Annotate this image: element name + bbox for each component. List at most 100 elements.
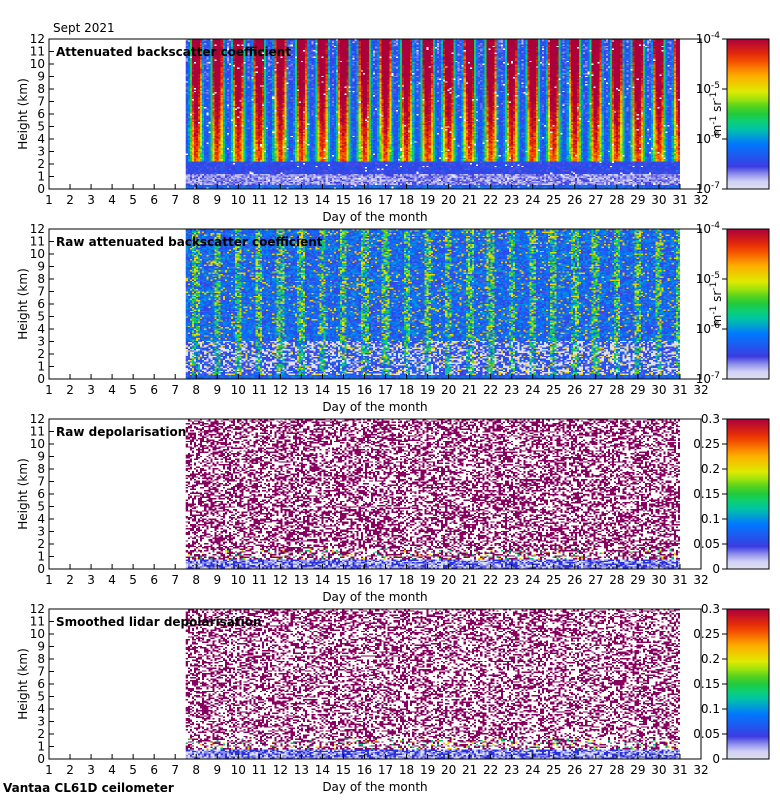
- x-tick-label: 22: [483, 193, 498, 207]
- x-tick-label: 23: [504, 763, 519, 777]
- x-tick-label: 8: [192, 193, 200, 207]
- colorbar-tick-label: 0.2: [701, 652, 720, 666]
- x-tick-label: 12: [273, 763, 288, 777]
- y-tick-label: 6: [37, 107, 45, 121]
- y-tick-label: 8: [37, 652, 45, 666]
- x-tick-label: 8: [192, 573, 200, 587]
- x-tick-label: 1: [45, 383, 53, 397]
- x-tick-label: 5: [129, 383, 137, 397]
- y-tick-label: 5: [37, 120, 45, 134]
- x-tick-label: 16: [357, 573, 372, 587]
- colorbar-unit-label: m-1 sr-1: [709, 282, 724, 327]
- x-tick-label: 30: [651, 573, 666, 587]
- x-tick-label: 7: [171, 763, 179, 777]
- y-tick-label: 4: [37, 322, 45, 336]
- x-tick-label: 12: [273, 383, 288, 397]
- y-tick-label: 10: [30, 57, 45, 71]
- x-axis-label: Day of the month: [322, 780, 427, 794]
- x-tick-label: 14: [315, 383, 330, 397]
- x-tick-label: 6: [150, 573, 158, 587]
- colorbar-tick-label: 0.15: [693, 487, 720, 501]
- x-tick-label: 6: [150, 763, 158, 777]
- x-tick-label: 4: [108, 383, 116, 397]
- x-tick-label: 13: [294, 383, 309, 397]
- y-tick-label: 12: [30, 602, 45, 616]
- x-tick-label: 3: [87, 383, 95, 397]
- chart-panel-3: 1 2 3 4 5 6 7 8 9 10 11 12 13 14 15 16 17 18 19 20 21 22 23 24 2…: [16, 412, 770, 604]
- x-tick-label: 13: [294, 763, 309, 777]
- x-tick-label: 5: [129, 573, 137, 587]
- colorbar-tick-label: 10-6: [696, 321, 721, 336]
- x-tick-label: 18: [399, 763, 414, 777]
- x-tick-label: 17: [378, 193, 393, 207]
- x-tick-label: 29: [630, 763, 645, 777]
- x-tick-label: 21: [462, 763, 477, 777]
- x-tick-label: 23: [504, 193, 519, 207]
- colorbar-tick-label: 0.15: [693, 677, 720, 691]
- y-tick-label: 6: [37, 677, 45, 691]
- x-tick-label: 7: [171, 383, 179, 397]
- chart-title: Smoothed lidar depolarisation: [56, 615, 262, 629]
- y-tick-label: 10: [30, 247, 45, 261]
- x-tick-label: 25: [546, 573, 561, 587]
- colorbar-tick-label: 10-6: [696, 131, 721, 146]
- colorbar-tick-label: 10-7: [696, 371, 720, 386]
- x-tick-label: 31: [672, 383, 687, 397]
- y-tick-label: 2: [37, 727, 45, 741]
- x-tick-label: 17: [378, 763, 393, 777]
- y-tick-label: 4: [37, 702, 45, 716]
- chart-title: Raw depolarisation: [56, 425, 186, 439]
- period-label: Sept 2021: [53, 21, 115, 35]
- y-tick-label: 11: [30, 425, 45, 439]
- colorbar-tick-label: 0.1: [701, 512, 720, 526]
- y-tick-label: 11: [30, 615, 45, 629]
- y-tick-label: 5: [37, 690, 45, 704]
- x-tick-label: 32: [693, 763, 708, 777]
- y-tick-label: 7: [37, 285, 45, 299]
- x-tick-label: 6: [150, 193, 158, 207]
- colorbar-tick-label: 10-4: [696, 31, 721, 46]
- y-tick-label: 12: [30, 222, 45, 236]
- y-tick-label: 8: [37, 82, 45, 96]
- x-tick-label: 1: [45, 573, 53, 587]
- x-tick-label: 10: [231, 383, 246, 397]
- x-tick-label: 25: [546, 763, 561, 777]
- x-tick-label: 21: [462, 383, 477, 397]
- heatmap-image: [185, 229, 680, 379]
- y-tick-label: 5: [37, 500, 45, 514]
- x-tick-label: 6: [150, 383, 158, 397]
- heatmap-image: [185, 609, 680, 759]
- x-tick-label: 13: [294, 573, 309, 587]
- x-tick-label: 15: [336, 573, 351, 587]
- y-tick-label: 0: [37, 182, 45, 196]
- x-tick-label: 12: [273, 573, 288, 587]
- heatmap-image: [185, 39, 680, 189]
- x-tick-label: 3: [87, 193, 95, 207]
- x-tick-label: 20: [441, 573, 456, 587]
- x-tick-label: 12: [273, 193, 288, 207]
- colorbar-tick-label: 0: [712, 562, 720, 576]
- x-tick-label: 14: [315, 193, 330, 207]
- colorbar-tick-label: 0.1: [701, 702, 720, 716]
- y-tick-label: 8: [37, 462, 45, 476]
- x-axis-label: Day of the month: [322, 210, 427, 224]
- x-tick-label: 31: [672, 763, 687, 777]
- x-tick-label: 26: [567, 193, 582, 207]
- y-tick-label: 1: [37, 170, 45, 184]
- x-tick-label: 8: [192, 763, 200, 777]
- y-tick-label: 0: [37, 752, 45, 766]
- x-tick-label: 20: [441, 383, 456, 397]
- x-tick-label: 19: [420, 763, 435, 777]
- x-tick-label: 7: [171, 193, 179, 207]
- y-tick-label: 9: [37, 640, 45, 654]
- x-tick-label: 26: [567, 763, 582, 777]
- x-tick-label: 27: [588, 383, 603, 397]
- x-tick-label: 4: [108, 763, 116, 777]
- colorbar-tick-label: 0.3: [701, 602, 720, 616]
- x-tick-label: 15: [336, 383, 351, 397]
- x-tick-label: 23: [504, 383, 519, 397]
- x-tick-label: 11: [252, 573, 267, 587]
- x-tick-label: 21: [462, 573, 477, 587]
- colorbar-tick-label: 0: [712, 752, 720, 766]
